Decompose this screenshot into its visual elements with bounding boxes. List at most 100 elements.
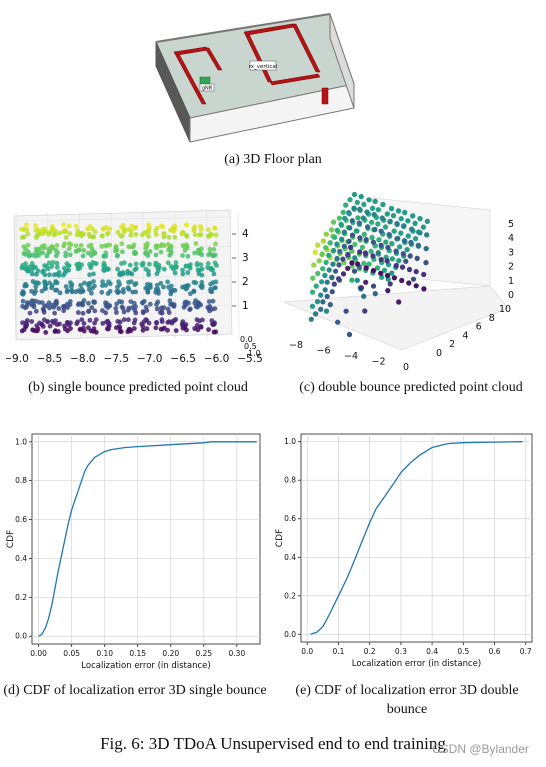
pcb-point bbox=[116, 279, 121, 285]
pcc-point bbox=[391, 228, 397, 234]
pcc-point bbox=[405, 218, 411, 224]
pcc-point bbox=[349, 217, 356, 224]
pcb-point bbox=[43, 286, 48, 292]
pcb-point bbox=[40, 227, 45, 232]
pcb-point bbox=[206, 327, 212, 332]
panel-a-caption: (a) 3D Floor plan bbox=[224, 152, 322, 167]
pcb-point bbox=[187, 306, 193, 312]
pcb-point bbox=[194, 261, 200, 266]
pcb-point bbox=[31, 327, 36, 333]
pcb-point bbox=[159, 223, 164, 229]
pcb-point bbox=[210, 253, 216, 259]
pcc-point bbox=[331, 281, 338, 287]
pcb-point bbox=[180, 253, 186, 258]
pcb-point bbox=[79, 300, 85, 306]
pcc-point bbox=[393, 248, 399, 254]
pcb-point bbox=[206, 252, 212, 258]
pcb-point bbox=[155, 268, 161, 274]
pcc-point bbox=[368, 219, 375, 226]
pcc-point bbox=[310, 275, 316, 281]
pcc-point bbox=[351, 205, 357, 211]
pcc-point bbox=[389, 270, 395, 276]
pcc-point bbox=[356, 220, 363, 226]
pcb-point bbox=[115, 284, 120, 290]
pcb-point bbox=[47, 272, 52, 278]
pcc-point bbox=[384, 258, 390, 264]
pcc-y-tick: 2 bbox=[449, 339, 455, 350]
pcc-y-tick: 6 bbox=[476, 322, 482, 333]
pcb-point bbox=[159, 308, 165, 314]
pcc-point bbox=[403, 258, 409, 265]
pcc-point bbox=[374, 265, 381, 271]
pcb-z-tick: 1 bbox=[242, 300, 249, 312]
pcc-point bbox=[424, 218, 431, 225]
cdf-series-line bbox=[310, 441, 523, 635]
pcb-z-tick: 4 bbox=[242, 228, 249, 240]
pcc-point bbox=[329, 288, 335, 295]
pcb-point bbox=[126, 286, 132, 292]
tx-label: gNB bbox=[202, 86, 213, 92]
pcc-point bbox=[360, 293, 367, 300]
pcb-x-tick: −7.0 bbox=[137, 353, 163, 365]
pcb-point bbox=[105, 231, 110, 237]
x-tick-label: 0.15 bbox=[129, 649, 146, 658]
pcb-point bbox=[39, 300, 45, 305]
pcc-point bbox=[370, 267, 377, 274]
pcc-point bbox=[372, 198, 378, 205]
pcc-point bbox=[417, 215, 423, 222]
y-tick-label: 0.2 bbox=[15, 593, 27, 602]
pcc-point bbox=[336, 262, 342, 268]
pcb-point bbox=[155, 286, 161, 292]
pcb-point bbox=[128, 229, 134, 234]
pcc-point bbox=[407, 253, 413, 259]
pcb-point bbox=[53, 253, 59, 259]
pcb-point bbox=[213, 232, 219, 238]
pcb-point bbox=[100, 283, 105, 288]
pcc-point bbox=[351, 191, 358, 198]
pcb-point bbox=[144, 326, 150, 332]
pcb-point bbox=[61, 265, 67, 271]
pcc-point bbox=[381, 267, 388, 274]
panel-d-caption: (d) CDF of localization error 3D single … bbox=[3, 683, 267, 698]
pcc-point bbox=[396, 244, 403, 250]
pcb-point bbox=[119, 261, 124, 266]
pcb-z-tick: 2 bbox=[242, 276, 249, 288]
pcb-point bbox=[158, 326, 164, 332]
pcc-point bbox=[377, 270, 384, 277]
pcc-point bbox=[332, 268, 339, 274]
pcb-point bbox=[87, 224, 93, 229]
pcc-point bbox=[366, 261, 372, 267]
pcc-point bbox=[357, 235, 363, 241]
pcb-point bbox=[42, 279, 48, 285]
pcc-point bbox=[317, 306, 324, 313]
pcb-point bbox=[51, 320, 57, 326]
pcc-point bbox=[387, 218, 393, 225]
pcb-point bbox=[119, 304, 125, 310]
pcb-point bbox=[166, 234, 172, 240]
pcb-point bbox=[92, 320, 97, 326]
pcc-point bbox=[399, 264, 406, 270]
pcb-point bbox=[23, 266, 28, 272]
pcb-x-tick: −8.0 bbox=[70, 353, 96, 365]
pcc-point bbox=[375, 206, 382, 213]
pcc-point bbox=[334, 255, 340, 262]
pcb-point bbox=[79, 262, 85, 268]
pcc-point bbox=[389, 240, 395, 247]
pcb-point bbox=[206, 227, 211, 233]
pcb-point bbox=[23, 261, 28, 267]
pcc-point bbox=[361, 260, 367, 267]
pcc-point bbox=[364, 224, 371, 230]
pcb-point bbox=[100, 279, 105, 285]
pcb-point bbox=[119, 241, 125, 247]
pcc-z-tick: 5 bbox=[508, 219, 514, 230]
pcb-point bbox=[80, 253, 86, 259]
pcb-point bbox=[102, 263, 108, 269]
panel-b-caption: (b) single bounce predicted point cloud bbox=[28, 380, 248, 395]
pcc-point bbox=[378, 256, 384, 263]
pcb-point bbox=[61, 243, 67, 249]
pcc-point bbox=[405, 233, 412, 239]
pcb-point bbox=[192, 250, 198, 256]
floor-plan-image: rx_vertical gNB bbox=[155, 13, 355, 143]
pcc-point bbox=[375, 221, 381, 227]
pcb-point bbox=[107, 288, 113, 294]
